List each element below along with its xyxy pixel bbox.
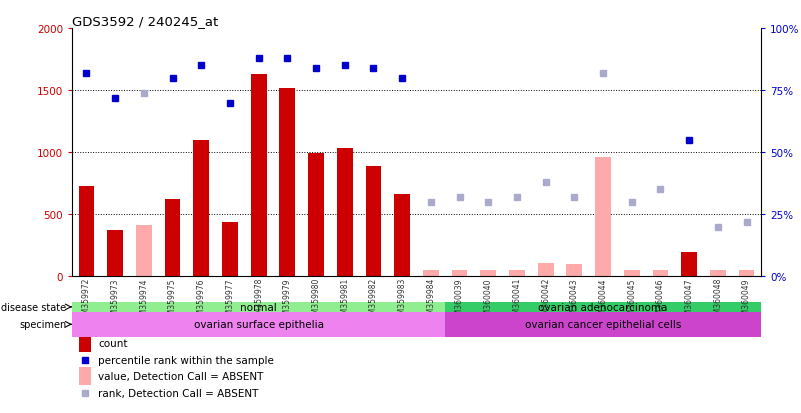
Bar (107, 231, 123, 277)
Text: GSM360046: GSM360046 (656, 278, 665, 324)
Bar (423, 271, 439, 277)
Text: rank, Detection Call = ABSENT: rank, Detection Call = ABSENT (99, 388, 259, 398)
Text: GSM360049: GSM360049 (742, 278, 751, 324)
Text: disease state: disease state (2, 302, 66, 312)
Text: GSM360041: GSM360041 (513, 278, 521, 324)
Bar (222, 222, 238, 277)
Bar (78, 186, 95, 277)
Bar (365, 166, 381, 277)
Bar (251, 75, 267, 277)
Text: GSM359983: GSM359983 (397, 278, 407, 324)
Text: GSM360047: GSM360047 (685, 278, 694, 324)
Text: GSM359981: GSM359981 (340, 278, 349, 323)
Bar (452, 271, 468, 277)
Bar (79, 335, 91, 352)
Bar (624, 271, 640, 277)
Text: GSM359984: GSM359984 (426, 278, 436, 324)
Bar (72, 312, 445, 337)
Bar (337, 149, 352, 277)
Bar (509, 271, 525, 277)
Bar (72, 302, 445, 312)
Bar (537, 263, 553, 277)
Text: GSM360048: GSM360048 (714, 278, 723, 324)
Text: count: count (99, 338, 128, 348)
Text: GDS3592 / 240245_at: GDS3592 / 240245_at (72, 15, 219, 28)
Bar (710, 271, 726, 277)
Bar (566, 264, 582, 277)
Text: specimen: specimen (19, 320, 66, 330)
Bar (79, 368, 91, 385)
Text: GSM360042: GSM360042 (541, 278, 550, 324)
Text: GSM359976: GSM359976 (197, 278, 206, 324)
Bar (308, 154, 324, 277)
Text: percentile rank within the sample: percentile rank within the sample (99, 355, 274, 365)
Text: GSM359973: GSM359973 (111, 278, 119, 324)
Text: GSM359975: GSM359975 (168, 278, 177, 324)
Text: GSM360043: GSM360043 (570, 278, 579, 324)
Text: GSM359974: GSM359974 (139, 278, 148, 324)
Text: GSM359972: GSM359972 (82, 278, 91, 324)
Bar (481, 271, 496, 277)
Text: GSM360045: GSM360045 (627, 278, 636, 324)
Bar (280, 88, 296, 277)
Text: normal: normal (240, 302, 277, 312)
Text: GSM359978: GSM359978 (254, 278, 264, 324)
Text: ovarian surface epithelia: ovarian surface epithelia (194, 320, 324, 330)
Text: GSM359980: GSM359980 (312, 278, 320, 324)
Bar (653, 271, 668, 277)
Bar (445, 312, 761, 337)
Bar (445, 302, 761, 312)
Bar (682, 252, 697, 277)
Bar (739, 271, 755, 277)
Text: GSM359977: GSM359977 (225, 278, 235, 324)
Bar (394, 195, 410, 277)
Bar (595, 158, 611, 277)
Text: ovarian cancer epithelial cells: ovarian cancer epithelial cells (525, 320, 682, 330)
Text: GSM360044: GSM360044 (598, 278, 608, 324)
Text: ovarian adenocarcinoma: ovarian adenocarcinoma (538, 302, 668, 312)
Text: GSM360039: GSM360039 (455, 278, 464, 324)
Bar (193, 140, 209, 277)
Text: GSM359982: GSM359982 (369, 278, 378, 323)
Text: value, Detection Call = ABSENT: value, Detection Call = ABSENT (99, 371, 264, 381)
Text: GSM359979: GSM359979 (283, 278, 292, 324)
Text: GSM360040: GSM360040 (484, 278, 493, 324)
Bar (165, 200, 180, 277)
Bar (136, 226, 151, 277)
